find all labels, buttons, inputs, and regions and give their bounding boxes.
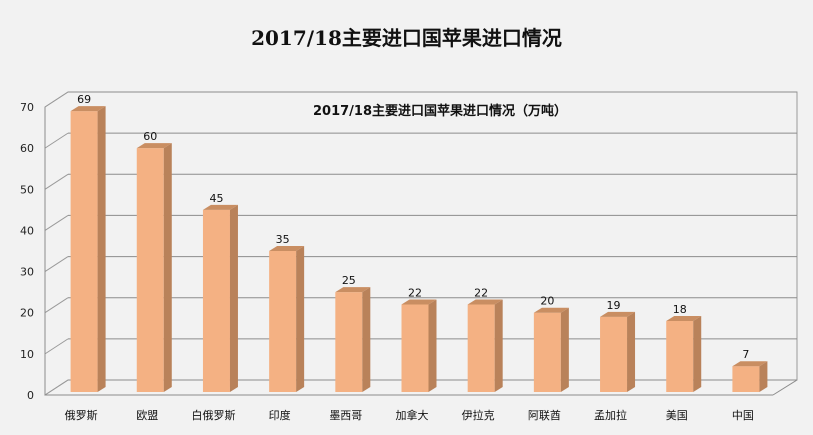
y-tick-label: 40 [20, 224, 34, 237]
bar-front [467, 304, 495, 392]
bar-side [362, 287, 371, 392]
data-label: 20 [540, 295, 554, 308]
y-tick-label: 20 [20, 307, 34, 320]
bar [335, 287, 371, 392]
bar-front [202, 209, 230, 392]
bar-side [693, 315, 702, 392]
bar-top [269, 246, 305, 251]
page-title: 2017/18主要进口国苹果进口情况 [251, 26, 562, 50]
x-tick-label: 墨西哥 [329, 409, 362, 422]
bar [666, 315, 702, 392]
x-axis-labels: 俄罗斯 欧盟 白俄罗斯 印度 墨西哥 加拿大 伊拉克 阿联酋 孟加拉 美国 中国 [65, 408, 754, 422]
bar-top [202, 204, 238, 210]
x-tick-label: 印度 [269, 408, 291, 422]
bars [70, 106, 768, 392]
x-tick-label: 加拿大 [396, 408, 429, 422]
bar-top [136, 143, 172, 149]
gridline-depth [44, 132, 69, 149]
data-label: 25 [342, 274, 356, 287]
bar-side [627, 311, 636, 392]
bar-side [296, 246, 305, 392]
bar-side [97, 106, 106, 392]
y-axis-ticks: 0 10 20 30 40 50 60 70 [20, 101, 34, 402]
bar-top [467, 299, 503, 305]
y-tick-label: 0 [27, 389, 34, 402]
data-label: 60 [143, 130, 157, 143]
chart-title: 2017/18主要进口国苹果进口情况（万吨） [313, 103, 567, 119]
bar-front [70, 111, 98, 392]
bar [202, 204, 238, 392]
bar-side [494, 299, 503, 392]
gridline-depth [44, 297, 69, 314]
bar-front [732, 366, 760, 392]
bar-top [600, 311, 636, 317]
bar-front [600, 316, 628, 392]
data-label: 35 [276, 233, 290, 246]
bar [732, 361, 768, 392]
bar [401, 299, 437, 392]
data-label: 18 [673, 303, 687, 316]
data-label: 19 [607, 299, 621, 312]
bar-front [335, 292, 363, 392]
data-label: 45 [209, 192, 223, 205]
bar-front [269, 251, 297, 392]
data-label: 22 [408, 286, 422, 299]
y-tick-label: 60 [20, 142, 34, 155]
bar-side [759, 361, 768, 392]
value-labels: 69 60 45 35 25 22 22 20 19 18 7 [77, 93, 749, 361]
bar [269, 246, 305, 392]
y-tick-label: 10 [20, 348, 34, 361]
data-label: 69 [77, 93, 91, 106]
gridline-depth [44, 91, 69, 108]
x-tick-label: 孟加拉 [594, 408, 627, 422]
bar-top [666, 315, 702, 321]
bar-side [163, 143, 172, 392]
data-label: 7 [742, 348, 749, 361]
bar-top [533, 307, 569, 313]
gridline-depth [44, 256, 69, 272]
bar-side [428, 299, 437, 392]
bar-front [136, 148, 164, 392]
bar-side [229, 204, 238, 392]
floor-right-edge [772, 379, 798, 396]
gridline-depth [44, 215, 69, 231]
x-tick-label: 欧盟 [136, 409, 158, 422]
y-tick-label: 70 [20, 101, 34, 114]
x-tick-label: 阿联酋 [528, 408, 561, 422]
gridline-depth [44, 173, 69, 190]
bar-top [401, 299, 437, 305]
bar-front [401, 304, 429, 392]
y-tick-label: 30 [20, 266, 34, 279]
bar-side [560, 307, 569, 392]
bar [467, 299, 503, 392]
y-tick-label: 50 [20, 183, 34, 196]
x-tick-label: 中国 [732, 409, 754, 422]
bar [533, 307, 569, 392]
x-tick-label: 白俄罗斯 [191, 408, 235, 422]
bar-top [732, 361, 768, 367]
gridline-depth [44, 379, 69, 396]
bar-top [70, 106, 106, 112]
bar [70, 106, 106, 392]
bar-front [533, 312, 561, 392]
bar [136, 143, 172, 392]
x-tick-label: 伊拉克 [462, 408, 495, 422]
data-label: 22 [474, 286, 488, 299]
bar-front [666, 320, 694, 392]
x-tick-label: 美国 [666, 409, 688, 422]
bar [600, 311, 636, 392]
bar-top [335, 287, 371, 293]
gridline-depth [44, 338, 69, 355]
x-tick-label: 俄罗斯 [65, 409, 98, 422]
